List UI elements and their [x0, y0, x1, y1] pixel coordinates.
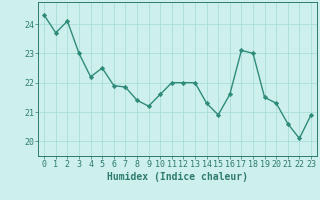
X-axis label: Humidex (Indice chaleur): Humidex (Indice chaleur): [107, 172, 248, 182]
